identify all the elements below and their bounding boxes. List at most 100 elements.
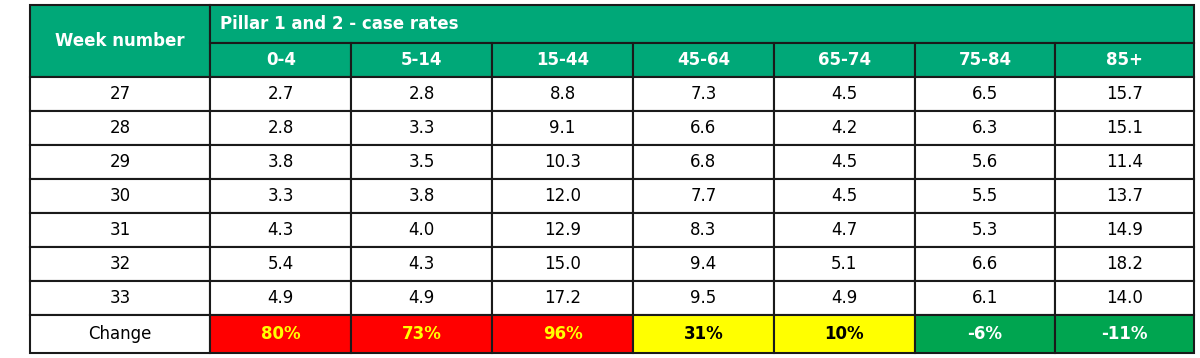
Text: 5.6: 5.6 [972, 153, 998, 171]
Bar [30, 145, 210, 179]
Bar [774, 179, 914, 213]
Bar [632, 179, 774, 213]
Text: 3.8: 3.8 [408, 187, 434, 205]
Bar [210, 145, 352, 179]
Text: 7.7: 7.7 [690, 187, 716, 205]
Bar [774, 145, 914, 179]
Bar [1056, 145, 1194, 179]
Bar [914, 43, 1056, 77]
Bar [210, 5, 1194, 43]
Bar [632, 281, 774, 315]
Bar [914, 179, 1056, 213]
Bar [30, 77, 210, 111]
Bar [632, 77, 774, 111]
Text: 8.3: 8.3 [690, 221, 716, 239]
Text: 14.0: 14.0 [1106, 289, 1144, 307]
Bar [352, 247, 492, 281]
Text: 15.7: 15.7 [1106, 85, 1144, 103]
Bar [492, 315, 632, 353]
Bar [914, 77, 1056, 111]
Bar [492, 213, 632, 247]
Bar [210, 43, 352, 77]
Text: 3.3: 3.3 [408, 119, 434, 137]
Text: Week number: Week number [55, 32, 185, 50]
Text: 5-14: 5-14 [401, 51, 443, 69]
Text: 8.8: 8.8 [550, 85, 576, 103]
Bar [774, 281, 914, 315]
Text: 5.5: 5.5 [972, 187, 998, 205]
Bar [210, 315, 352, 353]
Text: 5.3: 5.3 [972, 221, 998, 239]
Bar [492, 77, 632, 111]
Text: 75-84: 75-84 [959, 51, 1012, 69]
Bar [352, 281, 492, 315]
Text: 5.4: 5.4 [268, 255, 294, 273]
Text: 6.1: 6.1 [972, 289, 998, 307]
Bar [210, 179, 352, 213]
Text: 6.3: 6.3 [972, 119, 998, 137]
Text: Change: Change [89, 325, 152, 343]
Bar [1056, 111, 1194, 145]
Bar [632, 213, 774, 247]
Bar [210, 281, 352, 315]
Bar [774, 43, 914, 77]
Bar [774, 111, 914, 145]
Bar [210, 247, 352, 281]
Text: 7.3: 7.3 [690, 85, 716, 103]
Text: 2.8: 2.8 [268, 119, 294, 137]
Bar [492, 111, 632, 145]
Bar [352, 179, 492, 213]
Bar [632, 315, 774, 353]
Bar [632, 247, 774, 281]
Text: 2.8: 2.8 [408, 85, 434, 103]
Bar [30, 315, 210, 353]
Text: 9.1: 9.1 [550, 119, 576, 137]
Bar [632, 111, 774, 145]
Text: 45-64: 45-64 [677, 51, 730, 69]
Text: 4.2: 4.2 [832, 119, 858, 137]
Bar [210, 77, 352, 111]
Text: 65-74: 65-74 [817, 51, 871, 69]
Text: 31: 31 [109, 221, 131, 239]
Text: 4.3: 4.3 [268, 221, 294, 239]
Text: 6.6: 6.6 [972, 255, 998, 273]
Bar [492, 43, 632, 77]
Text: 4.3: 4.3 [408, 255, 434, 273]
Text: 15-44: 15-44 [536, 51, 589, 69]
Text: 33: 33 [109, 289, 131, 307]
Bar [492, 179, 632, 213]
Bar [352, 213, 492, 247]
Text: 6.8: 6.8 [690, 153, 716, 171]
Bar [30, 5, 210, 77]
Text: 6.6: 6.6 [690, 119, 716, 137]
Bar [1056, 247, 1194, 281]
Bar [30, 111, 210, 145]
Text: 28: 28 [109, 119, 131, 137]
Bar [1056, 315, 1194, 353]
Bar [352, 145, 492, 179]
Text: 11.4: 11.4 [1106, 153, 1144, 171]
Bar [352, 111, 492, 145]
Text: 96%: 96% [542, 325, 582, 343]
Text: 18.2: 18.2 [1106, 255, 1144, 273]
Text: 27: 27 [109, 85, 131, 103]
Bar [1056, 77, 1194, 111]
Text: 9.5: 9.5 [690, 289, 716, 307]
Bar [492, 247, 632, 281]
Bar [352, 77, 492, 111]
Text: 10.3: 10.3 [544, 153, 581, 171]
Text: 12.9: 12.9 [544, 221, 581, 239]
Bar [210, 213, 352, 247]
Bar [914, 111, 1056, 145]
Text: 4.5: 4.5 [832, 85, 857, 103]
Bar [492, 145, 632, 179]
Text: 4.5: 4.5 [832, 153, 857, 171]
Bar [210, 111, 352, 145]
Bar [492, 281, 632, 315]
Text: 4.9: 4.9 [268, 289, 294, 307]
Text: 5.1: 5.1 [832, 255, 858, 273]
Bar [1056, 213, 1194, 247]
Text: 0-4: 0-4 [266, 51, 296, 69]
Bar [914, 281, 1056, 315]
Bar [30, 281, 210, 315]
